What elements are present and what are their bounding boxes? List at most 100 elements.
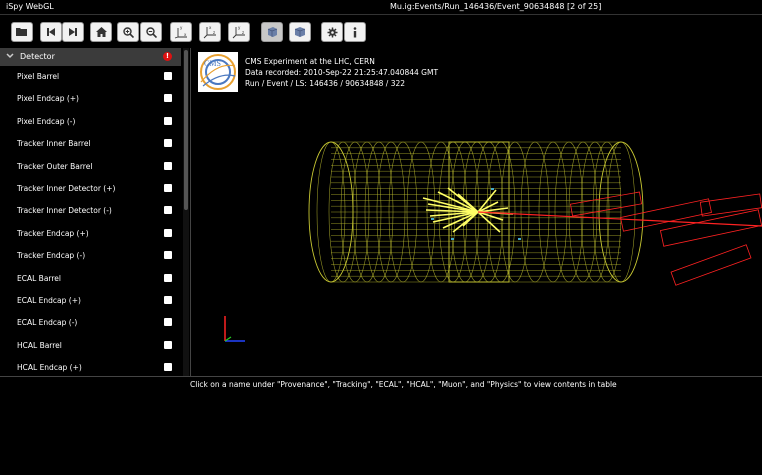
central-wheel — [448, 141, 510, 283]
perspective-view-button[interactable] — [261, 22, 283, 42]
track — [457, 193, 479, 213]
detector-scene — [224, 141, 762, 342]
visibility-checkbox[interactable] — [164, 72, 172, 80]
sidebar-item-label: HCAL Endcap (+) — [17, 363, 82, 373]
visibility-checkbox[interactable] — [164, 184, 172, 192]
sidebar-item[interactable]: Pixel Barrel — [0, 66, 181, 88]
muon-chamber — [620, 198, 712, 232]
sidebar-item[interactable]: HCAL Barrel — [0, 335, 181, 357]
visibility-checkbox[interactable] — [164, 251, 172, 260]
hit — [518, 238, 521, 240]
event-display-canvas[interactable] — [191, 48, 762, 376]
visibility-checkbox[interactable] — [164, 363, 172, 372]
track — [477, 189, 497, 213]
visibility-checkbox[interactable] — [164, 94, 172, 103]
app-title: iSpy WebGL — [6, 2, 54, 11]
home-view-button[interactable] — [90, 22, 112, 42]
track — [432, 211, 479, 223]
muon-track — [477, 211, 762, 227]
svg-text:y: y — [238, 25, 241, 30]
hit — [491, 188, 494, 190]
track — [477, 207, 509, 213]
sidebar-item-label: ECAL Endcap (-) — [17, 318, 78, 328]
barrel-ring — [376, 141, 406, 283]
title-bar: iSpy WebGL Mu.ig:Events/Run_146436/Event… — [0, 0, 762, 14]
sidebar-item[interactable]: Tracker Outer Barrel — [0, 156, 181, 178]
track — [477, 201, 499, 213]
sidebar-item[interactable]: Tracker Inner Barrel — [0, 133, 181, 155]
sidebar-item[interactable]: ECAL Endcap (+) — [0, 290, 181, 312]
sidebar-item-label: Tracker Endcap (-) — [17, 251, 86, 261]
visibility-checkbox[interactable] — [164, 228, 172, 237]
visibility-checkbox[interactable] — [164, 340, 172, 349]
track — [422, 197, 479, 213]
hit — [431, 218, 434, 220]
svg-text:z: z — [242, 30, 244, 35]
track — [477, 211, 501, 233]
visibility-checkbox[interactable] — [164, 161, 172, 170]
folder-open-icon — [16, 28, 27, 36]
barrel-ring — [406, 141, 436, 283]
visibility-checkbox[interactable] — [164, 318, 172, 327]
hit — [451, 238, 454, 240]
chevron-down-icon — [6, 53, 14, 59]
orthographic-view-button[interactable] — [289, 22, 311, 42]
endcap-minus — [308, 141, 354, 283]
settings-button[interactable] — [321, 22, 343, 42]
visibility-checkbox[interactable] — [164, 296, 172, 304]
table-panel: Click on a name under "Provenance", "Tra… — [0, 376, 762, 475]
event-path: Mu.ig:Events/Run_146436/Event_90634848 [… — [390, 2, 602, 11]
track — [477, 211, 504, 221]
sidebar-item[interactable]: ECAL Endcap (-) — [0, 312, 181, 334]
scrollbar-thumb[interactable] — [184, 50, 188, 210]
zoom-out-icon — [145, 26, 157, 38]
alert-icon: ! — [163, 52, 172, 61]
sidebar-item-label: ECAL Endcap (+) — [17, 296, 81, 305]
status-message: Click on a name under "Provenance", "Tra… — [190, 380, 617, 389]
sidebar-item[interactable]: Tracker Inner Detector (+) — [0, 178, 181, 200]
visibility-checkbox[interactable] — [164, 273, 172, 282]
zoom-in-button[interactable] — [117, 22, 139, 42]
sidebar-item[interactable]: ECAL Barrel — [0, 268, 181, 290]
visibility-checkbox[interactable] — [164, 139, 172, 148]
view-yz-icon: yz — [232, 25, 245, 39]
gear-icon — [327, 27, 337, 37]
detector-section-header[interactable]: Detector ! — [0, 48, 181, 66]
sidebar-item-label: Tracker Inner Barrel — [17, 139, 91, 149]
experiment-line: CMS Experiment at the LHC, CERN — [245, 57, 375, 66]
sidebar-item[interactable]: HCAL Endcap (+) — [0, 357, 181, 376]
sidebar-item-label: Tracker Inner Detector (+) — [17, 184, 116, 193]
zoom-out-button[interactable] — [140, 22, 162, 42]
sidebar-item[interactable]: Tracker Inner Detector (-) — [0, 200, 181, 222]
barrel-ring — [538, 141, 568, 283]
svg-text:y: y — [180, 25, 183, 30]
muon-chamber — [570, 191, 642, 217]
visibility-checkbox[interactable] — [164, 206, 172, 215]
barrel-ring — [388, 141, 418, 283]
next-event-button[interactable] — [62, 22, 84, 42]
sidebar-item[interactable]: Tracker Endcap (-) — [0, 245, 181, 267]
sidebar-item[interactable]: Pixel Endcap (-) — [0, 111, 181, 133]
track — [442, 211, 479, 229]
view-zx-icon: xz — [203, 25, 216, 39]
sidebar-item[interactable]: Pixel Endcap (+) — [0, 88, 181, 110]
sidebar-scrollbar[interactable] — [183, 48, 189, 376]
sidebar-item-label: Pixel Endcap (-) — [17, 116, 76, 126]
previous-event-button[interactable] — [40, 22, 62, 42]
barrel-ring — [328, 141, 358, 283]
home-icon — [95, 27, 107, 37]
about-button[interactable] — [344, 22, 366, 42]
axis-z — [224, 336, 232, 342]
sidebar-item-label: Tracker Inner Detector (-) — [17, 206, 112, 216]
barrel-ring — [426, 141, 456, 283]
sidebar-item-label: Tracker Endcap (+) — [17, 228, 89, 238]
visibility-checkbox[interactable] — [164, 116, 172, 125]
open-file-button[interactable] — [11, 22, 33, 42]
sidebar-item-label: Tracker Outer Barrel — [17, 161, 93, 171]
sidebar-item[interactable]: Tracker Endcap (+) — [0, 223, 181, 245]
orthographic-cube-icon — [294, 27, 306, 37]
